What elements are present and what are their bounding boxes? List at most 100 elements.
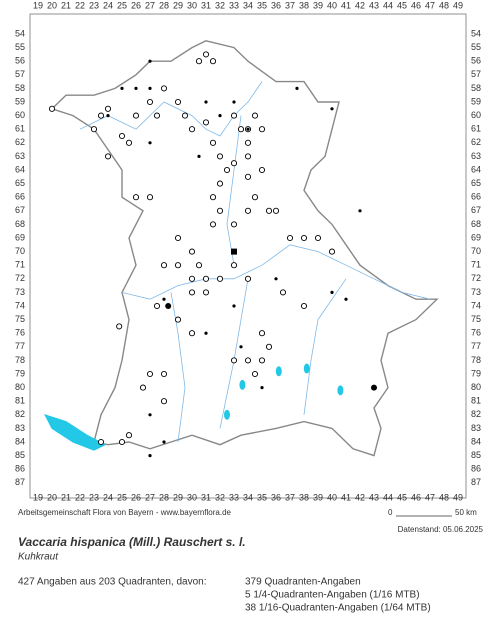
river (226, 115, 242, 266)
solid-dot (162, 440, 166, 444)
column-label: 38 (299, 0, 309, 10)
solid-dot (106, 114, 110, 118)
row-label: 64 (15, 164, 25, 174)
row-label: 65 (15, 178, 25, 188)
square-marker (231, 248, 237, 255)
open-dot (279, 289, 287, 296)
open-dot (174, 262, 182, 269)
open-dot (146, 194, 154, 201)
open-dot (146, 98, 154, 106)
open-dot (209, 139, 217, 146)
column-label: 47 (425, 492, 435, 502)
column-label: 21 (61, 492, 71, 502)
column-label: 48 (439, 0, 449, 10)
summary-line: 38 1/16-Quadranten-Angaben (1/64 MTB) (245, 603, 431, 614)
open-dot (132, 112, 140, 119)
river (303, 278, 347, 415)
open-dot (174, 234, 182, 242)
column-label: 41 (341, 0, 351, 10)
column-label: 44 (383, 492, 393, 502)
open-dot (244, 139, 252, 146)
column-label: 39 (313, 0, 323, 10)
solid-dot (148, 454, 152, 458)
lake (239, 379, 246, 390)
open-dot (251, 194, 259, 201)
lake (303, 363, 310, 374)
column-label: 20 (47, 492, 57, 502)
open-dot (209, 221, 217, 228)
column-label: 33 (229, 0, 239, 10)
column-label: 22 (75, 0, 85, 10)
row-label: 81 (471, 396, 481, 406)
solid-dot (197, 154, 201, 158)
map-geography (44, 40, 439, 457)
summary-line: 379 Quadranten-Angaben (245, 577, 361, 588)
row-label: 80 (15, 382, 25, 392)
column-label: 45 (397, 0, 407, 10)
row-label: 84 (471, 436, 481, 446)
row-label: 63 (15, 151, 25, 161)
open-dot (230, 357, 238, 364)
column-label: 26 (131, 492, 141, 502)
column-label: 34 (243, 492, 253, 502)
open-dot (300, 302, 308, 310)
open-dot (125, 432, 133, 439)
solid-dot (148, 141, 152, 145)
solid-dot (148, 59, 152, 63)
row-label: 58 (15, 83, 25, 93)
column-label: 44 (383, 0, 393, 10)
open-dot (97, 112, 105, 119)
column-label: 24 (103, 492, 113, 502)
open-dot (244, 153, 252, 160)
row-label: 54 (15, 28, 25, 38)
summary-line: 5 1/4-Quadranten-Angaben (1/16 MTB) (245, 590, 420, 601)
open-dot (202, 275, 210, 282)
credit: Arbeitsgemeinschaft Flora von Bayern - w… (18, 508, 232, 517)
open-dot (146, 370, 154, 378)
column-label: 27 (145, 0, 155, 10)
open-dot (265, 343, 273, 350)
column-label: 33 (229, 492, 239, 502)
row-label: 59 (471, 96, 481, 106)
column-label: 32 (215, 0, 225, 10)
row-label: 60 (15, 110, 25, 120)
row-label: 62 (471, 137, 481, 147)
row-label: 85 (471, 450, 481, 460)
row-label: 73 (15, 287, 25, 297)
row-label: 77 (471, 341, 481, 351)
open-dot (251, 112, 259, 119)
solid-dot (134, 86, 138, 90)
open-dot (153, 302, 161, 310)
row-label: 72 (15, 273, 25, 283)
open-dot (174, 98, 182, 106)
row-label: 63 (471, 151, 481, 161)
column-label: 36 (271, 492, 281, 502)
column-label: 31 (201, 492, 211, 502)
open-dot (230, 221, 238, 228)
row-label: 74 (15, 300, 25, 310)
column-label: 46 (411, 0, 421, 10)
open-dot (223, 166, 231, 174)
solid-dot (162, 297, 166, 301)
open-dot (153, 112, 161, 119)
column-label: 25 (117, 492, 127, 502)
solid-dot (260, 386, 264, 390)
solid-dot (232, 100, 236, 104)
row-label: 61 (471, 124, 481, 134)
open-dot (216, 153, 224, 160)
open-dot (230, 160, 238, 167)
grid-labels: 19 19 20 20 21 21 22 22 23 23 24 24 25 25 26 26 27 27 28 28… (15, 0, 481, 502)
row-label: 87 (15, 477, 25, 487)
common-name: Kuhkraut (18, 552, 59, 563)
column-label: 47 (425, 0, 435, 10)
solid-dot (246, 127, 250, 131)
column-label: 40 (327, 0, 337, 10)
summary-total: 427 Angaben aus 203 Quadranten, davon: (18, 577, 207, 588)
column-label: 48 (439, 492, 449, 502)
column-label: 45 (397, 492, 407, 502)
open-dot (209, 194, 217, 201)
open-dot (48, 105, 56, 112)
row-label: 87 (471, 477, 481, 487)
row-label: 86 (471, 464, 481, 474)
